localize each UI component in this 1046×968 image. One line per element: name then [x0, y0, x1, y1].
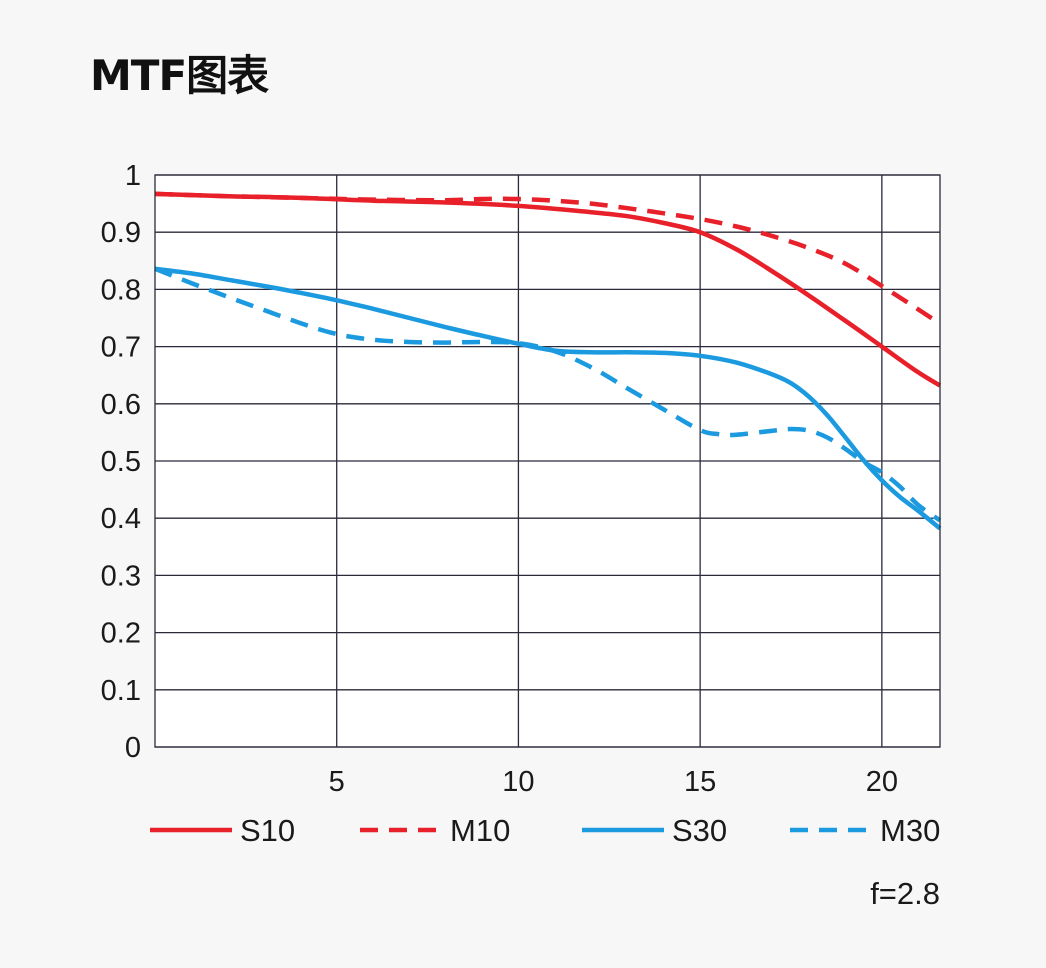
x-tick-label: 10	[502, 766, 534, 798]
legend: S10 M10 S30 M30	[150, 813, 940, 848]
y-tick-label: 0.9	[101, 217, 141, 249]
y-tick-label: 0	[125, 732, 141, 764]
series-line-s30	[154, 266, 942, 531]
x-tick-label: 5	[329, 766, 345, 798]
chart-title: MTF图表	[90, 51, 269, 100]
legend-label-s10: S10	[240, 813, 295, 848]
legend-label-m10: M10	[450, 813, 510, 848]
x-tick-label: 15	[684, 766, 716, 798]
plot-frame	[154, 174, 941, 748]
y-tick-label: 1	[125, 160, 141, 192]
y-tick-label: 0.1	[101, 675, 141, 707]
y-tick-label: 0.6	[101, 389, 141, 421]
legend-label-m30: M30	[880, 813, 940, 848]
series-line-m10	[154, 191, 942, 326]
series-lines	[154, 191, 942, 531]
y-tick-label: 0.3	[101, 560, 141, 592]
axes: 00.10.20.30.40.50.60.70.80.915 10 15 20	[101, 160, 941, 798]
x-tick-label: 20	[866, 766, 898, 798]
y-tick-label: 0.4	[101, 503, 141, 535]
legend-label-s30: S30	[672, 813, 727, 848]
series-line-m30	[154, 266, 942, 523]
y-tick-label: 0.2	[101, 618, 141, 650]
aperture-annotation: f=2.8	[870, 876, 940, 911]
y-tick-label: 0.8	[101, 274, 141, 306]
grid	[155, 174, 940, 748]
y-tick-label: 0.7	[101, 332, 141, 364]
y-tick-label: 0.5	[101, 446, 141, 478]
